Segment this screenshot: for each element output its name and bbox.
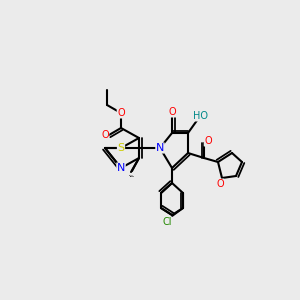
Text: Cl: Cl — [162, 217, 172, 227]
Text: N: N — [156, 143, 164, 153]
Text: O: O — [168, 107, 176, 117]
Text: O: O — [204, 136, 212, 146]
Text: S: S — [117, 143, 124, 153]
Text: methyl: methyl — [130, 176, 134, 177]
Text: O: O — [117, 108, 125, 118]
Text: methyl: methyl — [130, 176, 134, 177]
Text: O: O — [101, 130, 109, 140]
Text: methyl: methyl — [129, 174, 134, 175]
Text: HO: HO — [194, 111, 208, 121]
Text: N: N — [117, 163, 125, 173]
Text: O: O — [216, 179, 224, 189]
